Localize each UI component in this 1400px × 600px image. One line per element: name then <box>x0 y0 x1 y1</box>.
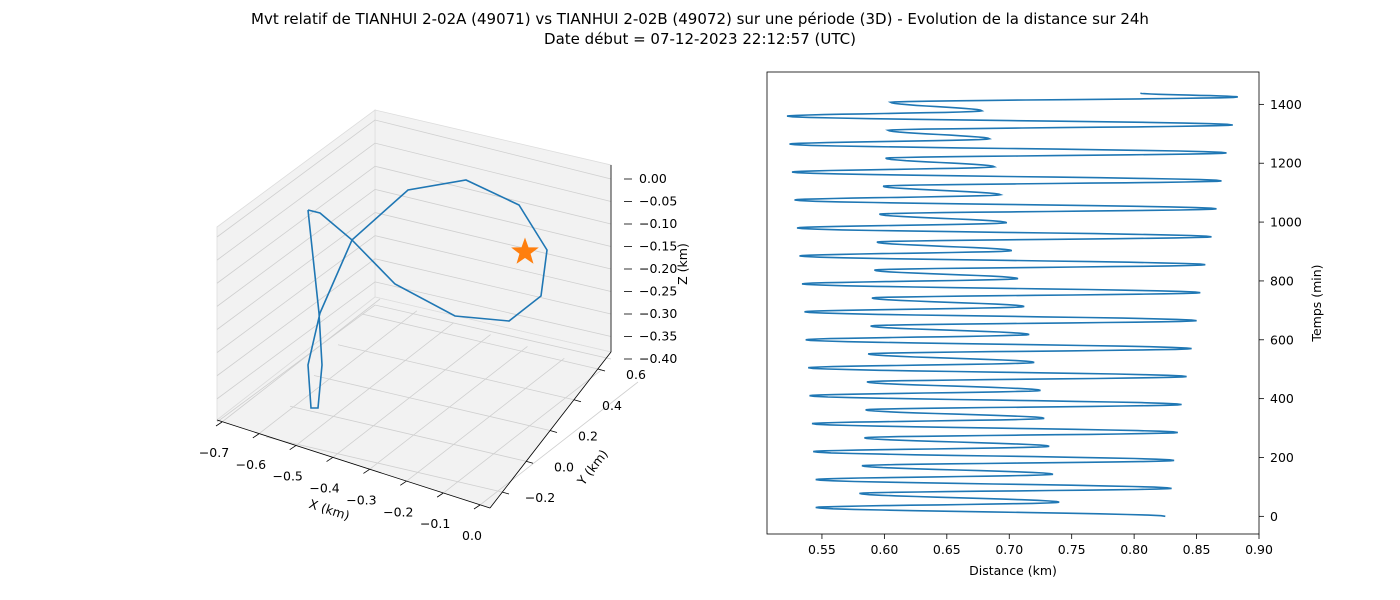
trajectory-line-3d <box>307 179 548 409</box>
x-tick-label: −0.2 <box>383 504 413 519</box>
x-tick <box>215 421 223 427</box>
y-tick <box>501 491 510 495</box>
grid-line-y <box>361 313 599 370</box>
y-tick-label: 0.2 <box>578 429 598 444</box>
z-tick-label: −0.10 <box>639 216 677 231</box>
y-tick-label-2d: 400 <box>1270 391 1294 406</box>
x-tick <box>400 480 407 486</box>
y-tick-label: 0.6 <box>626 367 646 382</box>
x-tick-label-2d: 0.70 <box>995 542 1023 557</box>
grid-line-z <box>216 142 612 261</box>
x-tick-label: −0.4 <box>309 481 339 496</box>
x-tick <box>326 457 333 462</box>
y-axis-line <box>489 351 612 509</box>
grid-line-z <box>216 258 612 377</box>
x-axis-line <box>216 419 491 509</box>
y-tick-label-2d: 600 <box>1270 332 1294 347</box>
grid-line-z <box>216 119 612 238</box>
z-tick-label: −0.05 <box>639 194 677 209</box>
x-axis-label-2d: Distance (km) <box>969 563 1057 578</box>
grid-line-x <box>406 357 565 482</box>
z-tick-label: −0.15 <box>639 239 677 254</box>
plot-frame <box>766 71 1260 535</box>
y-tick <box>549 430 558 433</box>
y-ticks-2d: 0 200 400 600 800 1000 1200 1400 <box>1259 97 1302 524</box>
x-axis-label: X (km) <box>307 496 351 523</box>
grid-line-x <box>442 369 602 494</box>
y-tick <box>597 368 606 372</box>
grid-line-y <box>289 405 527 462</box>
y-tick <box>573 399 582 403</box>
z-tick-label: −0.25 <box>639 284 677 299</box>
distance-series-line <box>786 92 1238 518</box>
grid-line-x <box>221 298 381 423</box>
x-tick-label-2d: 0.85 <box>1183 542 1211 557</box>
x-tick <box>252 433 260 439</box>
x-tick-label-2d: 0.60 <box>870 542 898 557</box>
y-tick <box>525 460 534 464</box>
x-tick-label-2d: 0.55 <box>808 542 836 557</box>
z-tick-label: 0.00 <box>639 171 667 186</box>
x-tick-label-2d: 0.75 <box>1058 542 1086 557</box>
y-tick-label-2d: 1200 <box>1270 156 1302 171</box>
y-tick-label-2d: 200 <box>1270 450 1294 465</box>
grid-line-z <box>216 235 612 353</box>
x-tick-label: −0.7 <box>199 445 229 460</box>
y-axis-label: Y (km) <box>573 447 611 489</box>
x-tick-label-2d: 0.90 <box>1245 542 1273 557</box>
chart-title-line-1: Mvt relatif de TIANHUI 2-02A (49071) vs … <box>251 10 1149 28</box>
y-axis-label-2d: Temps (min) <box>1309 264 1324 342</box>
y-tick-label: 0.0 <box>554 459 574 474</box>
grid-line-z <box>216 304 612 423</box>
z-tick-label: −0.20 <box>639 261 677 276</box>
chart-title-line-2: Date début = 07-12-2023 22:12:57 (UTC) <box>544 30 856 48</box>
y-tick-label: −0.2 <box>525 490 555 505</box>
x-ticks-2d: 0.55 0.60 0.65 0.70 0.75 0.80 0.85 0.90 <box>808 534 1273 557</box>
x-tick-label-2d: 0.80 <box>1120 542 1148 557</box>
x-tick-label: −0.6 <box>236 457 266 472</box>
y-tick-label: 0.4 <box>602 398 622 413</box>
origin-star-marker <box>511 237 539 264</box>
y-tick-label-2d: 1400 <box>1270 97 1302 112</box>
grid-line-x <box>332 334 491 458</box>
z-tick-label: −0.40 <box>639 351 677 366</box>
grid-line-x <box>369 346 528 470</box>
grid-line-x <box>295 322 454 447</box>
x-tick <box>289 445 296 451</box>
x-tick-label: −0.3 <box>346 492 376 507</box>
y-tick-label-2d: 1000 <box>1270 215 1302 230</box>
x-tick-label-2d: 0.65 <box>933 542 961 557</box>
grid-line-y <box>265 436 503 493</box>
x-tick <box>436 492 444 498</box>
x-tick <box>473 504 481 510</box>
grid-line-z <box>216 281 612 400</box>
x-tick-label: −0.1 <box>420 516 450 531</box>
x-tick <box>363 469 370 474</box>
grid-line-y <box>313 375 551 431</box>
plot-2d: 0.55 0.60 0.65 0.70 0.75 0.80 0.85 0.90 0 200 400… <box>766 71 1324 578</box>
grid-3d <box>216 119 639 506</box>
grid-line-z <box>216 165 612 284</box>
grid-line-y <box>337 344 575 401</box>
grid-line-x <box>479 381 639 506</box>
y-tick-label-2d: 0 <box>1270 509 1278 524</box>
grid-line-x <box>258 310 418 435</box>
y-tick-label-2d: 800 <box>1270 273 1294 288</box>
x-tick-label: −0.5 <box>273 469 303 484</box>
x-tick-label: 0.0 <box>462 528 482 543</box>
plot-3d: −0.7 −0.6 −0.5 −0.4 −0.3 −0.2 −0.1 0.0 −0.2 0.0 0.… <box>199 109 690 543</box>
ticks-3d: −0.7 −0.6 −0.5 −0.4 −0.3 −0.2 −0.1 0.0 −0.2 0.0 0.… <box>199 171 678 543</box>
z-tick-label: −0.30 <box>639 306 677 321</box>
z-axis-label: Z (km) <box>675 243 690 285</box>
z-tick-label: −0.35 <box>639 329 677 344</box>
